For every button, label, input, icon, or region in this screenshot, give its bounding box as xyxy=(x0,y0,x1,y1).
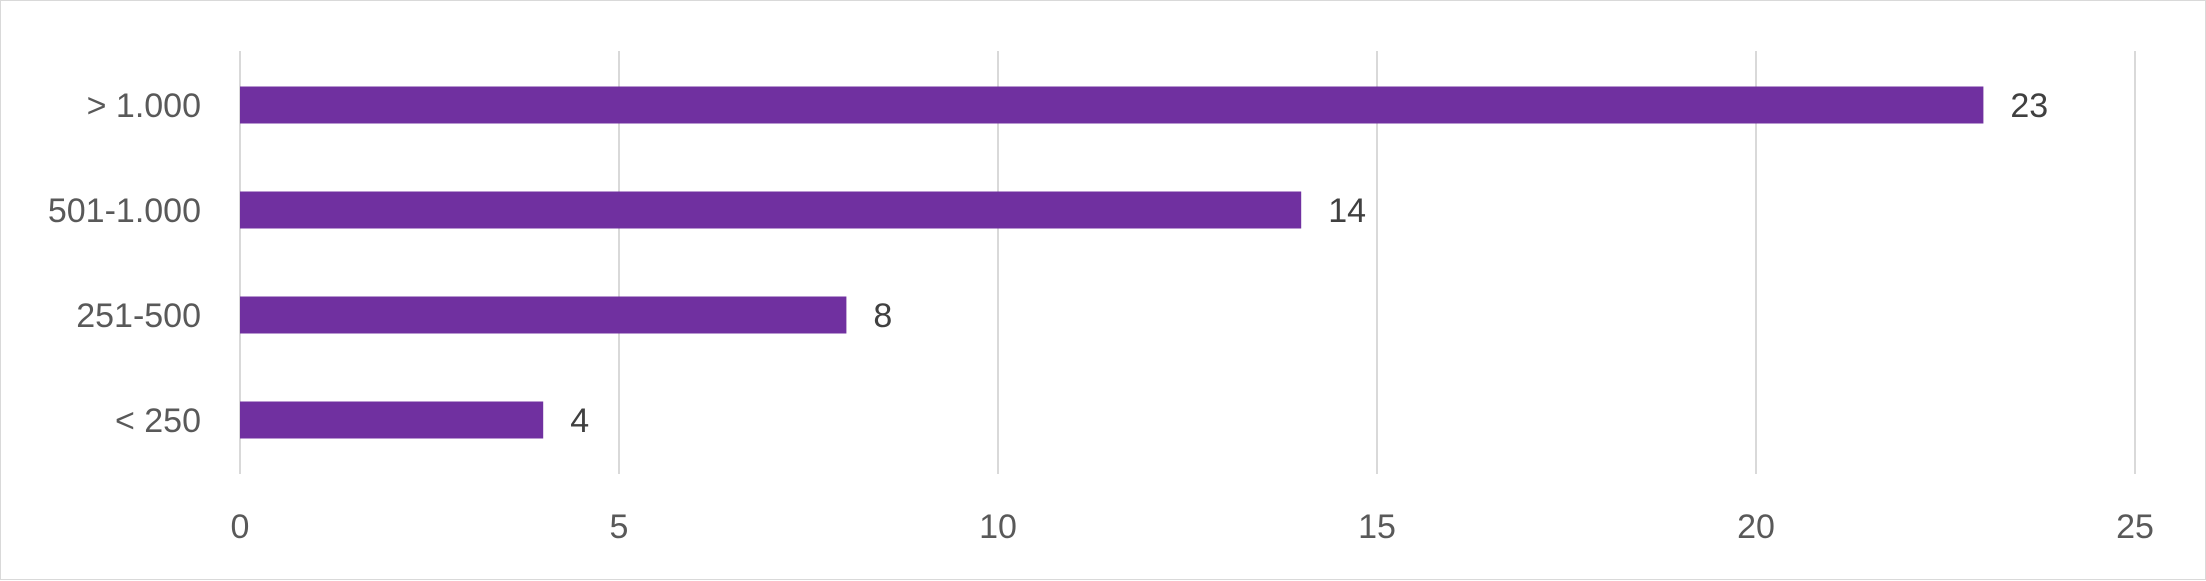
data-label-1: 23 xyxy=(2010,87,2048,125)
data-label-2: 14 xyxy=(1328,192,1366,230)
bar-2 xyxy=(240,191,1302,229)
labels: 0 5 10 15 20 25 > 1.000 23 501-1.000 14 251-500 8 < … xyxy=(48,87,2154,546)
bar-4 xyxy=(240,401,544,439)
x-tick-label-10: 10 xyxy=(979,508,1017,546)
bar-1 xyxy=(240,86,1984,124)
data-label-4: 4 xyxy=(570,402,589,440)
bar-3 xyxy=(240,296,847,334)
x-tick-label-20: 20 xyxy=(1737,508,1775,546)
category-label-3: 251-500 xyxy=(76,297,201,335)
x-tick-label-15: 15 xyxy=(1358,508,1396,546)
bars xyxy=(240,86,1984,439)
x-tick-label-0: 0 xyxy=(231,508,250,546)
category-label-1: > 1.000 xyxy=(87,87,201,125)
data-label-3: 8 xyxy=(873,297,892,335)
x-tick-label-5: 5 xyxy=(610,508,629,546)
category-label-4: < 250 xyxy=(115,402,201,440)
x-tick-label-25: 25 xyxy=(2116,508,2154,546)
category-label-2: 501-1.000 xyxy=(48,192,201,230)
